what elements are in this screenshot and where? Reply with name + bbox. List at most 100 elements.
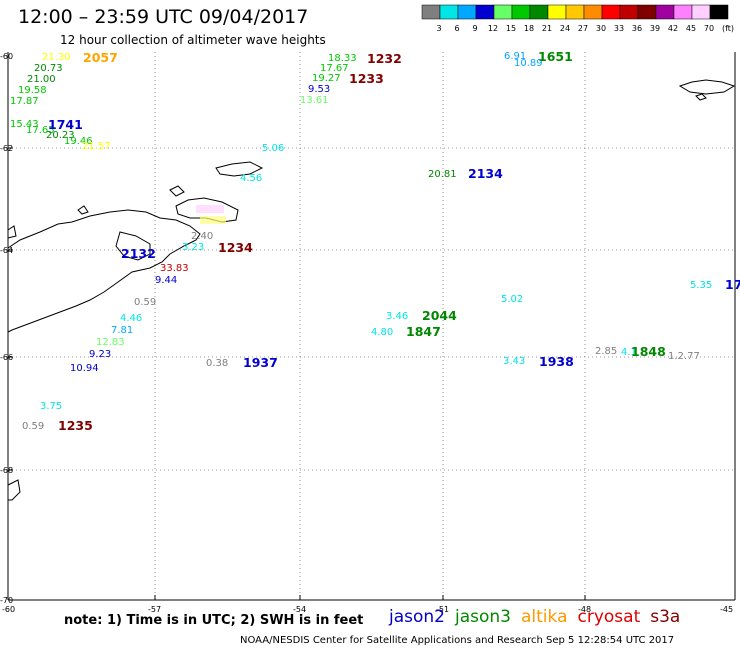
wave-height-label: 4.1 <box>621 347 637 358</box>
color-scale-tick-label: 33 <box>614 24 624 33</box>
wave-height-label: 12.83 <box>96 337 125 348</box>
wave-height-label: 3.75 <box>40 401 63 412</box>
pass-time-label: 2044 <box>422 308 457 323</box>
coastline-small-island-a <box>169 185 185 197</box>
coastline-james-ross-area <box>115 231 151 261</box>
wave-height-label: 10.94 <box>70 363 99 374</box>
footnote: note: 1) Time is in UTC; 2) SWH is in fe… <box>64 613 364 628</box>
wave-height-label: 19.58 <box>18 85 47 96</box>
wave-height-label: 5.02 <box>501 294 524 305</box>
wave-height-label: 9.44 <box>155 275 178 286</box>
legend-jason3: jason3 <box>455 607 511 627</box>
wave-height-label: 2.85 <box>595 346 618 357</box>
wave-height-label: 0.38 <box>206 358 229 369</box>
pass-time-label: 1233 <box>349 71 384 86</box>
pass-time-label: 1847 <box>406 324 441 339</box>
pass-time-label: 1848 <box>631 344 666 359</box>
color-scale-tick-label: 3 <box>436 24 441 33</box>
wave-height-label: 19.27 <box>312 73 341 84</box>
lat-label: -68 <box>0 466 14 475</box>
color-scale-tick-label: 6 <box>454 24 459 33</box>
pass-time-label: 2057 <box>83 50 118 65</box>
wave-height-label: 9.53 <box>308 84 331 95</box>
legend-altika: altika <box>521 607 568 627</box>
color-scale-swatch <box>709 4 729 20</box>
wave-height-label: 4.56 <box>240 173 263 184</box>
lon-label: -48 <box>578 605 592 614</box>
map-frame <box>7 52 736 601</box>
wave-height-label: 19.46 <box>64 136 93 147</box>
color-scale-unit: (ft) <box>722 24 734 33</box>
coastline-south-shetland-islands <box>215 161 264 177</box>
wave-height-label: 0.59 <box>22 421 45 432</box>
color-scale-tick-label: 9 <box>472 24 477 33</box>
wave-height-label: 17.67 <box>320 63 349 74</box>
wave-height-label: 7.81 <box>111 325 134 336</box>
coastline-joinville-islands <box>175 197 239 223</box>
wave-height-label: 5.35 <box>690 280 713 291</box>
lon-label: -51 <box>436 605 450 614</box>
legend-s3a: s3a <box>650 607 681 627</box>
wave-height-label: 6.91 <box>504 51 527 62</box>
coastline-antarctic-peninsula <box>7 209 201 333</box>
coastline-south-orkney-islet <box>695 93 707 101</box>
pass-time-label: 2132 <box>121 246 156 261</box>
wave-height-label: 9.23 <box>89 349 112 360</box>
coastline-edge-stub-a <box>7 479 21 501</box>
wave-height-label: 18.33 <box>328 53 357 64</box>
wave-height-label: 17.65 <box>26 125 55 136</box>
wave-height-label: 2.40 <box>191 231 214 242</box>
coastline-edge-stub-b <box>7 225 17 239</box>
lat-label: -70 <box>0 596 14 605</box>
wave-height-label: 3.46 <box>386 311 409 322</box>
lat-label: -66 <box>0 353 14 362</box>
wave-height-label: 3.43 <box>503 356 526 367</box>
pass-time-label: 1651 <box>538 49 573 64</box>
wave-height-label: 21.00 <box>27 74 56 85</box>
lat-label: -60 <box>0 52 14 61</box>
wave-height-label: 33.83 <box>160 263 189 274</box>
wave-height-label: 1.2.77 <box>668 351 700 362</box>
pass-time-label: 1235 <box>58 418 93 433</box>
pass-time-label: 1232 <box>367 51 402 66</box>
lon-label: -45 <box>720 605 734 614</box>
wave-height-label: 20.23 <box>46 130 75 141</box>
wave-height-label: 20.81 <box>428 169 457 180</box>
coastline <box>7 79 736 501</box>
wave-height-label: 3.23 <box>182 242 205 253</box>
lat-label: -62 <box>0 144 14 153</box>
color-scale-tick-label: 21 <box>542 24 552 33</box>
pass-time-label: 1234 <box>218 240 253 255</box>
credit-line: NOAA/NESDIS Center for Satellite Applica… <box>240 635 675 646</box>
satellite-legend: jason2 jason3 altika cryosat s3a <box>389 607 690 627</box>
color-scale-tick-label: 12 <box>488 24 498 33</box>
pass-time-label: 1741 <box>48 117 83 132</box>
color-scale-tick-label: 39 <box>650 24 660 33</box>
color-scale-tick-label: 15 <box>506 24 516 33</box>
lat-label: -64 <box>0 246 14 255</box>
wave-height-label: 4.80 <box>371 327 394 338</box>
color-scale-bar: 3 6 9 12 15 18 21 24 27 30 33 36 39 42 45 70 (ft) <box>421 4 734 33</box>
wave-height-label: 10.89 <box>514 58 543 69</box>
wave-height-label: 21.30 <box>42 52 71 63</box>
map-subtitle: 12 hour collection of altimeter wave hei… <box>60 33 326 47</box>
legend-cryosat: cryosat <box>577 607 641 627</box>
pass-time-label: 1938 <box>539 354 574 369</box>
color-scale-tick-label: 30 <box>596 24 606 33</box>
color-scale-tick-label: 27 <box>578 24 588 33</box>
sea-ice-highlight <box>196 205 226 224</box>
color-scale-tick-label: 70 <box>704 24 714 33</box>
wave-height-label: 15.43 <box>10 119 39 130</box>
wave-height-label: 20.73 <box>34 63 63 74</box>
color-scale-tick-label: 45 <box>686 24 696 33</box>
map-title: 12:00 – 23:59 UTC 09/04/2017 <box>18 6 309 28</box>
color-scale-tick-label: 42 <box>668 24 678 33</box>
pass-time-label: 1937 <box>243 355 278 370</box>
wave-height-label: 0.59 <box>134 297 157 308</box>
color-scale-tick-label: 24 <box>560 24 570 33</box>
pass-time-label: 17 <box>725 277 740 292</box>
lon-label: -60 <box>2 605 16 614</box>
wave-height-label: 21.57 <box>82 141 111 152</box>
wave-height-label: 13.61 <box>300 95 329 106</box>
lon-label: -57 <box>148 605 162 614</box>
